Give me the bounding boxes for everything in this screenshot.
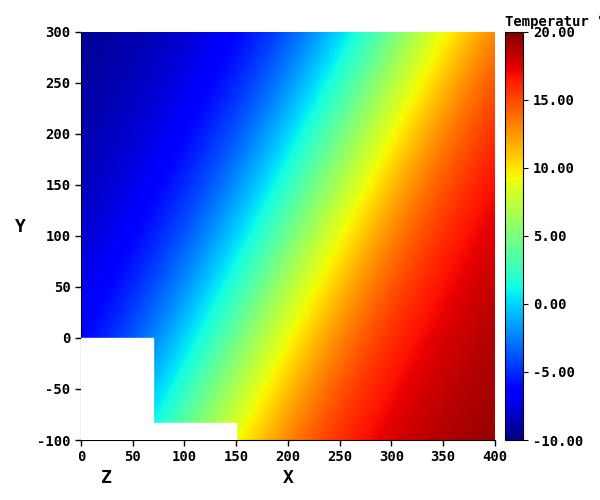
- Bar: [81, 338, 154, 440]
- Text: Temperatur °C: Temperatur °C: [505, 15, 600, 29]
- Text: Z: Z: [101, 468, 112, 486]
- Text: X: X: [283, 468, 293, 486]
- Bar: [154, 422, 236, 440]
- Y-axis label: Y: Y: [15, 218, 26, 236]
